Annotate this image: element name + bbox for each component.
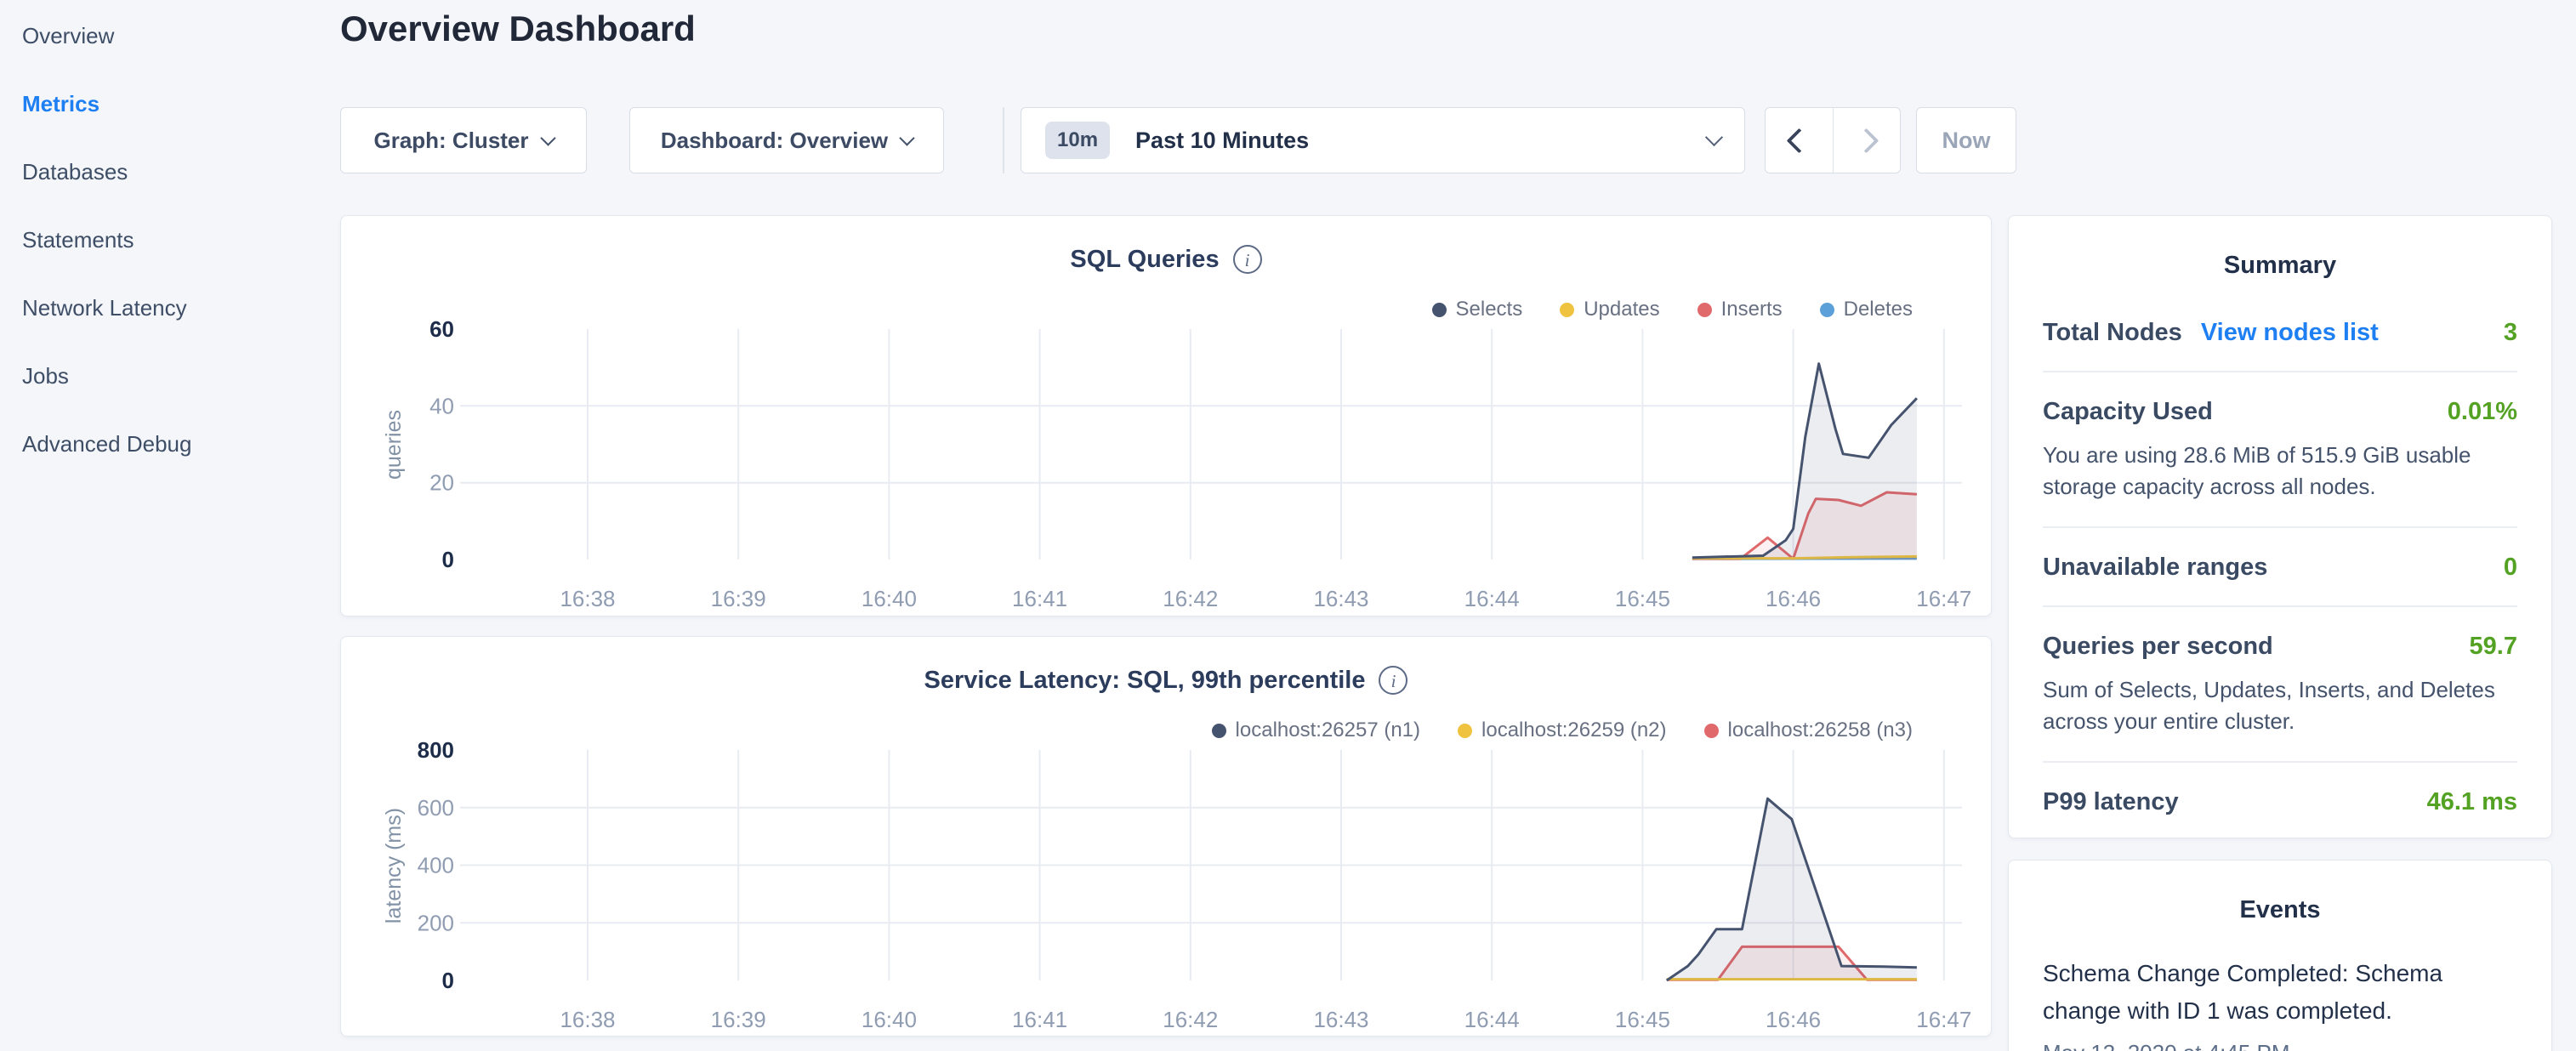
unavailable-ranges-label: Unavailable ranges [2043, 554, 2267, 582]
capacity-label: Capacity Used [2043, 398, 2213, 426]
svg-text:16:38: 16:38 [560, 586, 615, 611]
svg-text:16:43: 16:43 [1313, 586, 1368, 611]
dashboard-dropdown[interactable]: Dashboard: Overview [629, 107, 944, 173]
summary-row-capacity: Capacity Used 0.01% You are using 28.6 M… [2043, 372, 2517, 528]
summary-row-total-nodes: Total Nodes View nodes list 3 [2043, 293, 2517, 372]
qps-description: Sum of Selects, Updates, Inserts, and De… [2043, 674, 2517, 737]
svg-text:16:41: 16:41 [1012, 586, 1067, 611]
time-window-label: Past 10 Minutes [1135, 128, 1309, 154]
main-content: Overview Dashboard Graph: Cluster Dashbo… [340, 0, 1992, 1051]
svg-text:400: 400 [418, 853, 454, 878]
sidebar-item-advanced-debug[interactable]: Advanced Debug [0, 410, 340, 478]
time-next-button[interactable] [1833, 108, 1901, 173]
time-range-badge: 10m [1045, 122, 1110, 159]
svg-text:800: 800 [418, 737, 454, 763]
time-step-button-group [1765, 107, 1901, 173]
overview-dashboard-page: Overview Metrics Databases Statements Ne… [0, 0, 2576, 1051]
capacity-description: You are using 28.6 MiB of 515.9 GiB usab… [2043, 440, 2517, 503]
svg-text:0: 0 [442, 968, 454, 993]
graph-dropdown[interactable]: Graph: Cluster [340, 107, 587, 173]
summary-row-qps: Queries per second 59.7 Sum of Selects, … [2043, 607, 2517, 763]
svg-text:16:44: 16:44 [1464, 1007, 1520, 1032]
graph-dropdown-label: Graph: Cluster [373, 128, 528, 154]
service-latency-chart-card: Service Latency: SQL, 99th percentile i … [340, 636, 1992, 1037]
total-nodes-label: Total Nodes [2043, 319, 2182, 347]
unavailable-ranges-value: 0 [2504, 554, 2517, 582]
sidebar-item-statements[interactable]: Statements [0, 206, 340, 274]
controls-divider [1003, 107, 1004, 173]
svg-text:16:47: 16:47 [1916, 586, 1971, 611]
p99-latency-label: P99 latency [2043, 788, 2179, 816]
sidebar-item-jobs[interactable]: Jobs [0, 342, 340, 410]
svg-text:16:43: 16:43 [1313, 1007, 1368, 1032]
events-title: Events [2043, 896, 2517, 924]
svg-text:latency (ms): latency (ms) [382, 808, 406, 923]
summary-row-unavailable-ranges: Unavailable ranges 0 [2043, 528, 2517, 607]
svg-text:16:39: 16:39 [711, 586, 766, 611]
svg-text:16:39: 16:39 [711, 1007, 766, 1032]
p99-latency-value: 46.1 ms [2427, 788, 2517, 816]
capacity-value: 0.01% [2448, 398, 2517, 426]
chevron-down-icon [1705, 128, 1723, 145]
time-prev-button[interactable] [1766, 108, 1833, 173]
time-window-selector[interactable]: 10m Past 10 Minutes [1021, 107, 1745, 173]
chevron-down-icon [899, 130, 914, 145]
summary-title: Summary [2043, 252, 2517, 280]
svg-text:16:38: 16:38 [560, 1007, 615, 1032]
event-message: Schema Change Completed: Schema change w… [2043, 955, 2517, 1030]
svg-text:16:40: 16:40 [862, 586, 917, 611]
svg-text:queries: queries [382, 410, 406, 480]
svg-text:16:41: 16:41 [1012, 1007, 1067, 1032]
svg-text:20: 20 [429, 470, 454, 496]
chevron-down-icon [540, 130, 555, 145]
event-timestamp: May 13, 2020 at 4:45 PM [2043, 1040, 2517, 1051]
svg-text:16:47: 16:47 [1916, 1007, 1971, 1032]
svg-text:200: 200 [418, 910, 454, 935]
events-panel: Events Schema Change Completed: Schema c… [2008, 860, 2552, 1051]
sql-queries-chart-card: SQL Queries i SelectsUpdatesInsertsDelet… [340, 215, 1992, 616]
svg-text:40: 40 [429, 393, 454, 418]
svg-text:16:42: 16:42 [1163, 1007, 1218, 1032]
controls-bar: Graph: Cluster Dashboard: Overview 10m P… [340, 107, 2041, 173]
svg-text:16:40: 16:40 [862, 1007, 917, 1032]
service-latency-chart-area[interactable]: 16:38 16:39 16:40 16:41 16:42 16:43 16:44 16:45… [341, 637, 1991, 1036]
sidebar-item-databases[interactable]: Databases [0, 138, 340, 206]
svg-text:16:45: 16:45 [1615, 586, 1670, 611]
sidebar: Overview Metrics Databases Statements Ne… [0, 0, 340, 478]
sidebar-item-overview[interactable]: Overview [0, 2, 340, 70]
svg-text:16:45: 16:45 [1615, 1007, 1670, 1032]
sql-queries-chart-area[interactable]: 16:38 16:39 16:40 16:41 16:42 16:43 16:44 16:45… [341, 216, 1991, 616]
svg-text:0: 0 [442, 547, 454, 572]
chevron-left-icon [1786, 128, 1811, 153]
sidebar-item-network-latency[interactable]: Network Latency [0, 274, 340, 342]
total-nodes-value: 3 [2504, 319, 2517, 347]
svg-text:600: 600 [418, 795, 454, 821]
svg-text:16:46: 16:46 [1766, 586, 1821, 611]
page-title: Overview Dashboard [340, 9, 696, 49]
qps-value: 59.7 [2470, 633, 2517, 661]
view-nodes-link[interactable]: View nodes list [2201, 319, 2379, 347]
sidebar-item-metrics[interactable]: Metrics [0, 70, 340, 138]
summary-row-p99: P99 latency 46.1 ms [2043, 763, 2517, 840]
chevron-right-icon [1854, 128, 1879, 153]
svg-text:16:46: 16:46 [1766, 1007, 1821, 1032]
qps-label: Queries per second [2043, 633, 2273, 661]
svg-text:60: 60 [429, 316, 454, 342]
summary-panel: Summary Total Nodes View nodes list 3 Ca… [2008, 215, 2552, 838]
svg-text:16:44: 16:44 [1464, 586, 1520, 611]
dashboard-dropdown-label: Dashboard: Overview [661, 128, 888, 154]
now-button[interactable]: Now [1916, 107, 2016, 173]
svg-text:16:42: 16:42 [1163, 586, 1218, 611]
